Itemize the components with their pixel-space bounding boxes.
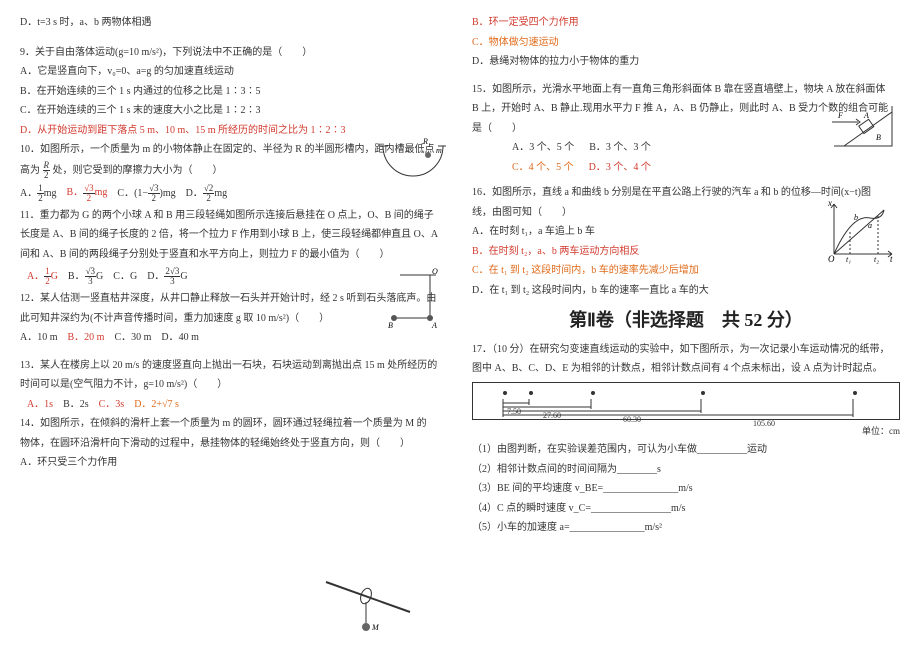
q13-l1: 13．某人在楼房上以 20 m/s 的速度竖直向上抛出一石块，石块运动到离抛出点… (20, 357, 448, 375)
q14-l2: 物体，在圆环沿滑杆向下滑动的过程中，悬挂物体的轻绳始终处于竖直方向，则（ ） (20, 435, 448, 453)
q11-options: A．12G B．√33G C．G D．2√33G (20, 267, 448, 286)
svg-text:O: O (828, 254, 835, 264)
q13-options: A．1s B．2s C．3s D．2+√7 s (20, 396, 448, 414)
q14-diagram: M (318, 574, 418, 634)
q16-d: D．在 t₁ 到 t₂ 这段时间内，b 车的速率一直比 a 车的大 (472, 282, 900, 300)
q12-l1: 12．某人估测一竖直枯井深度，从井口静止释放一石头并开始计时，经 2 s 听到石… (20, 290, 448, 308)
q17-1: （1）由图判断，在实验误差范围内，可认为小车做__________运动 (472, 441, 900, 459)
section-2-title: 第Ⅱ卷（非选择题 共 52 分） (472, 305, 900, 337)
q10-options: A．12mg B．√32mg C．(1−√32)mg D．√22mg (20, 184, 448, 203)
q11-l2: 长度是 A、B 间的绳子长度的 2 倍，将一个拉力 F 作用到小球 B 上，使三… (20, 226, 448, 244)
svg-text:b: b (854, 213, 858, 222)
q9-c: C．在开始连续的三个 1 s 末的速度大小之比是 1∶2∶3 (20, 102, 448, 120)
q12-l2: 此可知井深约为(不计声音传播时间，重力加速度 g 取 10 m/s²)（ ） (20, 310, 448, 328)
svg-text:m: m (436, 146, 442, 155)
svg-text:t₁: t₁ (846, 255, 851, 264)
q16-diagram: x t O t₁ t₂ a b (824, 198, 896, 262)
q17-l1: 17．（10 分）在研究匀变速直线运动的实验中，如下图所示，为一次记录小车运动情… (472, 341, 900, 359)
q15-l1: 15．如图所示，光滑水平地面上有一直角三角形斜面体 B 靠在竖直墙壁上，物块 A… (472, 81, 900, 99)
q15-opts2: C．4 个、5 个 D．3 个、4 个 (472, 159, 900, 177)
svg-text:F: F (837, 111, 843, 120)
svg-text:a: a (868, 221, 872, 230)
q17-l2: 图中 A、B、C、D、E 为相邻的计数点，相邻计数点间有 4 个点未标出，设 A… (472, 360, 900, 378)
q15-diagram: A B F (830, 104, 896, 150)
svg-text:O: O (432, 267, 438, 276)
q17-3: （3）BE 间的平均速度 v_BE=_______________m/s (472, 480, 900, 498)
q16-c: C．在 t₁ 到 t₂ 这段时间内，b 车的速率先减少后增加 (472, 262, 900, 280)
q12-options: A．10 m B．20 m C．30 m D．40 m (20, 329, 448, 347)
q11-diagram: O B A (386, 270, 442, 332)
q14-d: D．悬绳对物体的拉力小于物体的重力 (472, 53, 900, 71)
q8-d: D．t=3 s 时，a、b 两物体相遇 (20, 14, 448, 32)
q14-a: A．环只受三个力作用 (20, 454, 448, 472)
q9-a: A．它是竖直向下，v₀=0、a=g 的匀加速直线运动 (20, 63, 448, 81)
svg-text:A: A (863, 111, 869, 120)
q17-tape: 7.50 27.60 60.30 105.60 (472, 382, 900, 420)
q10-diagram: R m (378, 140, 448, 184)
svg-text:t₂: t₂ (874, 255, 879, 264)
q14-b: B．环一定受四个力作用 (472, 14, 900, 32)
q17-2: （2）相邻计数点间的时间间隔为________s (472, 461, 900, 479)
svg-text:A: A (431, 321, 437, 330)
q11-l3: 间和 A、B 间的两段绳子分别处于竖直和水平方向上，则拉力 F 的最小值为（ ） (20, 246, 448, 264)
q11-l1: 11．重力都为 G 的两个小球 A 和 B 用三段轻绳如图所示连接后悬挂在 O … (20, 207, 448, 225)
q17-5: （5）小车的加速度 a=_______________m/s² (472, 519, 900, 537)
svg-text:B: B (388, 321, 393, 330)
tape-unit: 单位：cm (472, 424, 900, 440)
svg-text:M: M (371, 623, 380, 632)
q14-c: C．物体做匀速运动 (472, 34, 900, 52)
svg-text:B: B (876, 133, 881, 142)
q9-d: D．从开始运动到距下落点 5 m、10 m、15 m 所经历的时间之比为 1∶2… (20, 122, 448, 140)
svg-text:R: R (422, 137, 428, 146)
svg-text:x: x (827, 198, 832, 208)
q9-b: B．在开始连续的三个 1 s 内通过的位移之比是 1∶3∶5 (20, 83, 448, 101)
q9-stem: 9．关于自由落体运动(g=10 m/s²)，下列说法中不正确的是（ ） (20, 44, 448, 62)
q17-4: （4）C 点的瞬时速度 v_C=________________m/s (472, 500, 900, 518)
q13-l2: 时间可以是(空气阻力不计，g=10 m/s²)（ ） (20, 376, 448, 394)
q14-l1: 14．如图所示，在倾斜的滑杆上套一个质量为 m 的圆环，圆环通过轻绳拉着一个质量… (20, 415, 448, 433)
